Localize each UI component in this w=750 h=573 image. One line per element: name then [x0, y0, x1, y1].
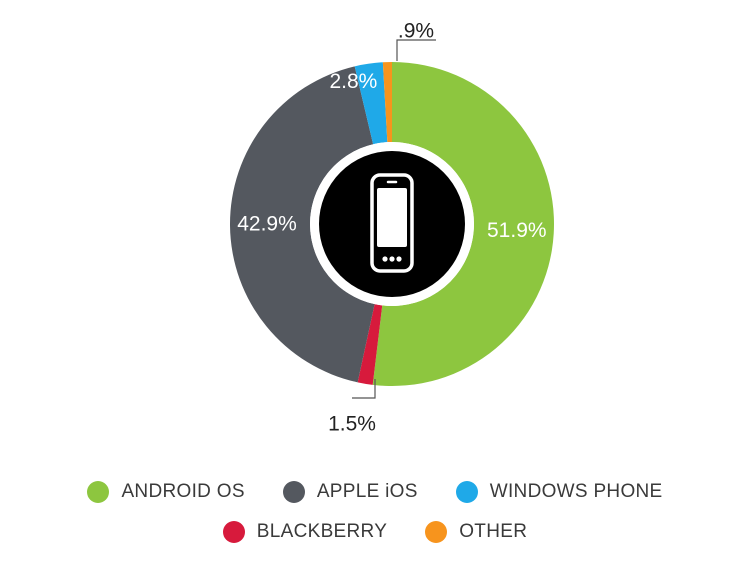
- smartphone-icon: [370, 173, 414, 273]
- slice-labels-group: 51.9% 1.5% 42.9% 2.8% .9%: [237, 20, 546, 436]
- legend-label-windows: WINDOWS PHONE: [489, 481, 663, 502]
- legend-swatch-blackberry: [222, 521, 245, 543]
- legend-label-other: OTHER: [459, 521, 528, 542]
- legend-swatch-apple: [282, 481, 305, 503]
- legend-label-android: ANDROID OS: [121, 481, 245, 502]
- legend-row-1: ANDROID OS APPLE iOS WINDOWS PHONE: [0, 481, 750, 503]
- slice-windows-phone: [354, 62, 388, 145]
- legend-swatch-other: [425, 521, 448, 543]
- slices-group: [229, 62, 555, 387]
- slice-label-other: .9%: [398, 20, 434, 43]
- legend-label-blackberry: BLACKBERRY: [256, 521, 388, 542]
- slice-other: [382, 62, 392, 143]
- leader-line-other: [396, 39, 436, 61]
- slice-android-os: [372, 62, 555, 387]
- slice-blackberry: [357, 304, 383, 385]
- legend-item-apple: APPLE iOS: [282, 481, 418, 503]
- slice-label-apple-ios: 42.9%: [237, 213, 297, 236]
- legend-label-apple: APPLE iOS: [316, 481, 418, 502]
- legend-item-blackberry: BLACKBERRY: [222, 521, 388, 543]
- legend-swatch-windows: [455, 481, 478, 503]
- leader-line-blackberry: [352, 379, 376, 399]
- slice-apple-ios: [229, 66, 375, 383]
- legend-item-other: OTHER: [425, 521, 527, 543]
- slice-label-windows-phone: 2.8%: [329, 70, 377, 93]
- legend-swatch-android: [87, 481, 110, 503]
- center-badge: [310, 142, 474, 306]
- legend-item-windows: WINDOWS PHONE: [455, 481, 663, 503]
- slice-label-blackberry: 1.5%: [328, 413, 376, 436]
- legend-item-android: ANDROID OS: [87, 481, 245, 503]
- leader-lines-group: [352, 39, 436, 399]
- slice-label-android-os: 51.9%: [487, 219, 547, 242]
- legend-row-2: BLACKBERRY OTHER: [0, 521, 750, 543]
